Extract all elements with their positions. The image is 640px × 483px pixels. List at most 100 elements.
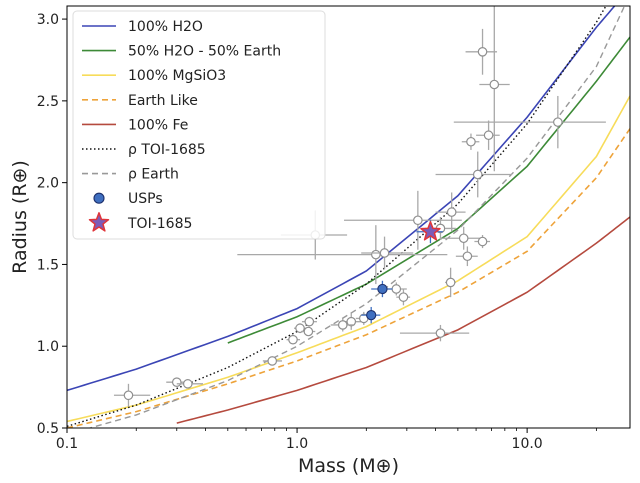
marker-26	[477, 46, 488, 57]
curve-2	[67, 95, 630, 423]
curve-6	[87, 6, 626, 428]
data-point-17	[399, 324, 470, 342]
legend-box	[72, 10, 326, 240]
axis-ticks: 0.1 1.0 10.0 0.5 1.0 1.5 2.0 2.5 3.0	[37, 12, 597, 452]
legend-item-6: ρ Earth	[82, 167, 179, 183]
data-point-31	[371, 280, 393, 298]
marker-29	[553, 117, 563, 127]
marker-4	[288, 334, 298, 345]
curve-4	[176, 216, 630, 424]
x-axis-label: Mass (M⊕)	[298, 455, 399, 477]
data-point-19	[435, 192, 466, 232]
marker-25	[477, 236, 488, 247]
marker-24	[472, 169, 483, 180]
y-tick-label-1: 1.0	[37, 339, 59, 355]
legend: 100% H2O 50% H2O - 50% Earth 100% MgSiO3 Ea…	[72, 10, 326, 240]
marker-20	[445, 277, 456, 288]
marker-17	[435, 328, 446, 338]
marker-19	[446, 207, 457, 217]
legend-item-4: 100% Fe	[82, 117, 188, 133]
y-tick-label-3: 2.0	[37, 176, 59, 192]
y-tick-label-4: 2.5	[37, 94, 59, 110]
marker-15	[398, 292, 409, 302]
legend-item-5: ρ TOI-1685	[82, 142, 206, 158]
legend-label-1: 50% H2O - 50% Earth	[128, 44, 281, 60]
data-point-15	[396, 288, 411, 306]
legend-swatch-7	[93, 192, 105, 204]
marker-22	[462, 251, 473, 262]
data-point-30	[361, 306, 381, 324]
marker-7	[303, 326, 314, 337]
legend-label-4: 100% Fe	[128, 117, 188, 133]
data-point-32	[416, 220, 443, 244]
legend-label-7: USPs	[128, 191, 163, 207]
x-tick-label-2: 10.0	[512, 436, 543, 452]
legend-item-8: TOI-1685	[88, 212, 192, 232]
curve-5	[67, 6, 607, 428]
marker-12	[371, 249, 381, 260]
legend-swatch-8	[88, 212, 110, 232]
legend-label-3: Earth Like	[128, 93, 198, 109]
y-tick-label-0: 0.5	[37, 421, 59, 437]
marker-27	[483, 130, 494, 141]
marker-30	[366, 309, 377, 321]
marker-6	[304, 316, 315, 327]
data-point-0	[113, 383, 151, 407]
marker-9	[346, 316, 357, 327]
legend-label-0: 100% H2O	[128, 19, 203, 35]
data-point-21	[440, 226, 483, 250]
data-point-16	[344, 190, 462, 250]
marker-2	[182, 379, 193, 389]
marker-16	[413, 215, 423, 226]
legend-label-5: ρ TOI-1685	[128, 142, 206, 158]
legend-item-2: 100% MgSiO3	[82, 68, 226, 84]
legend-item-1: 50% H2O - 50% Earth	[82, 44, 281, 60]
marker-23	[466, 136, 476, 147]
curve-1	[227, 36, 630, 344]
data-points	[113, 6, 606, 407]
data-point-2	[176, 379, 203, 389]
curve-0	[67, 6, 616, 392]
marker-0	[123, 390, 134, 401]
data-point-20	[445, 267, 456, 298]
y-tick-label-5: 3.0	[37, 12, 59, 28]
data-point-13	[361, 236, 414, 270]
x-tick-label-1: 1.0	[286, 436, 308, 452]
marker-32	[420, 220, 441, 241]
marker-14	[391, 284, 402, 294]
marker-21	[458, 233, 469, 244]
data-point-7	[300, 326, 316, 337]
data-point-27	[476, 120, 500, 150]
legend-label-6: ρ Earth	[128, 167, 179, 183]
curve-3	[67, 128, 630, 428]
marker-3	[267, 356, 278, 366]
data-point-29	[453, 95, 606, 149]
data-point-22	[455, 246, 478, 267]
data-point-3	[262, 356, 282, 366]
marker-1	[171, 377, 182, 388]
legend-label-2: 100% MgSiO3	[128, 68, 226, 84]
legend-item-0: 100% H2O	[82, 19, 203, 35]
data-point-23	[461, 133, 480, 150]
marker-13	[379, 248, 390, 258]
marker-10	[337, 320, 348, 330]
x-tick-label-0: 0.1	[56, 436, 78, 452]
marker-31	[377, 283, 388, 295]
marker-5	[295, 323, 305, 334]
data-point-4	[286, 334, 301, 345]
marker-28	[489, 79, 500, 90]
data-point-24	[435, 151, 513, 198]
legend-item-3: Earth Like	[82, 93, 198, 109]
data-point-6	[301, 316, 317, 327]
data-point-5	[294, 323, 307, 334]
legend-label-8: TOI-1685	[127, 216, 192, 232]
data-point-26	[465, 28, 498, 75]
data-point-25	[474, 234, 491, 249]
legend-item-7: USPs	[93, 191, 163, 207]
plot-frame	[66, 5, 631, 429]
y-tick-label-2: 1.5	[37, 257, 59, 273]
data-point-28	[479, 6, 510, 172]
model-curves	[67, 6, 630, 428]
data-point-10	[330, 318, 354, 332]
